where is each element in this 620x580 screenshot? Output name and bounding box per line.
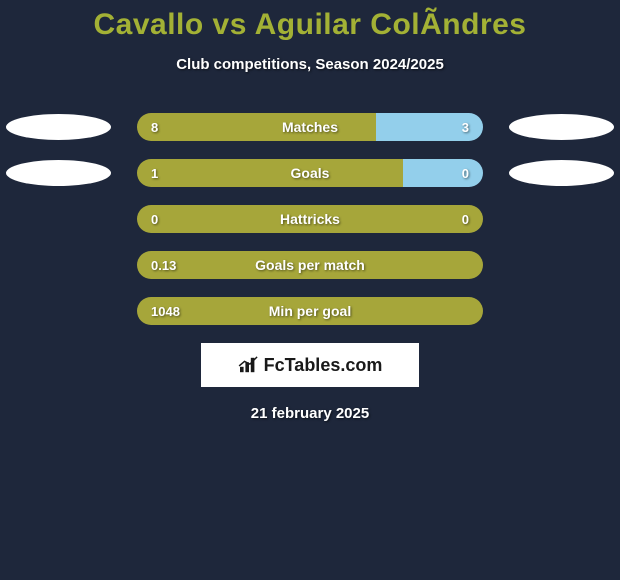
stat-bar: Goals per match0.13 xyxy=(137,251,483,279)
stat-row: Matches83 xyxy=(0,113,620,141)
stat-chart: Matches83 Goals10 Hattricks00 Goals per mat… xyxy=(0,113,620,325)
stat-bar: Goals10 xyxy=(137,159,483,187)
stat-row: Min per goal1048 xyxy=(0,297,620,325)
player-left-marker xyxy=(6,160,111,186)
date-label: 21 february 2025 xyxy=(251,405,369,422)
logo-text: FcTables.com xyxy=(264,355,383,376)
player-left-marker xyxy=(6,114,111,140)
bar-left-segment xyxy=(137,159,403,187)
player-right-marker xyxy=(509,114,614,140)
bar-left-segment xyxy=(137,113,376,141)
bar-right-segment xyxy=(403,159,483,187)
subtitle: Club competitions, Season 2024/2025 xyxy=(176,56,444,73)
bar-chart-icon xyxy=(238,356,260,374)
stat-row: Goals per match0.13 xyxy=(0,251,620,279)
stat-bar: Hattricks00 xyxy=(137,205,483,233)
stat-row: Hattricks00 xyxy=(0,205,620,233)
bar-left-segment xyxy=(137,251,483,279)
page-title: Cavallo vs Aguilar ColÃ­ndres xyxy=(93,8,526,42)
bar-left-segment xyxy=(137,205,483,233)
comparison-widget: Cavallo vs Aguilar ColÃ­ndres Club compe… xyxy=(0,0,620,580)
stat-row: Goals10 xyxy=(0,159,620,187)
bar-left-segment xyxy=(137,297,483,325)
stat-bar: Min per goal1048 xyxy=(137,297,483,325)
stat-bar: Matches83 xyxy=(137,113,483,141)
logo-box[interactable]: FcTables.com xyxy=(201,343,419,387)
player-right-marker xyxy=(509,160,614,186)
bar-right-segment xyxy=(376,113,483,141)
